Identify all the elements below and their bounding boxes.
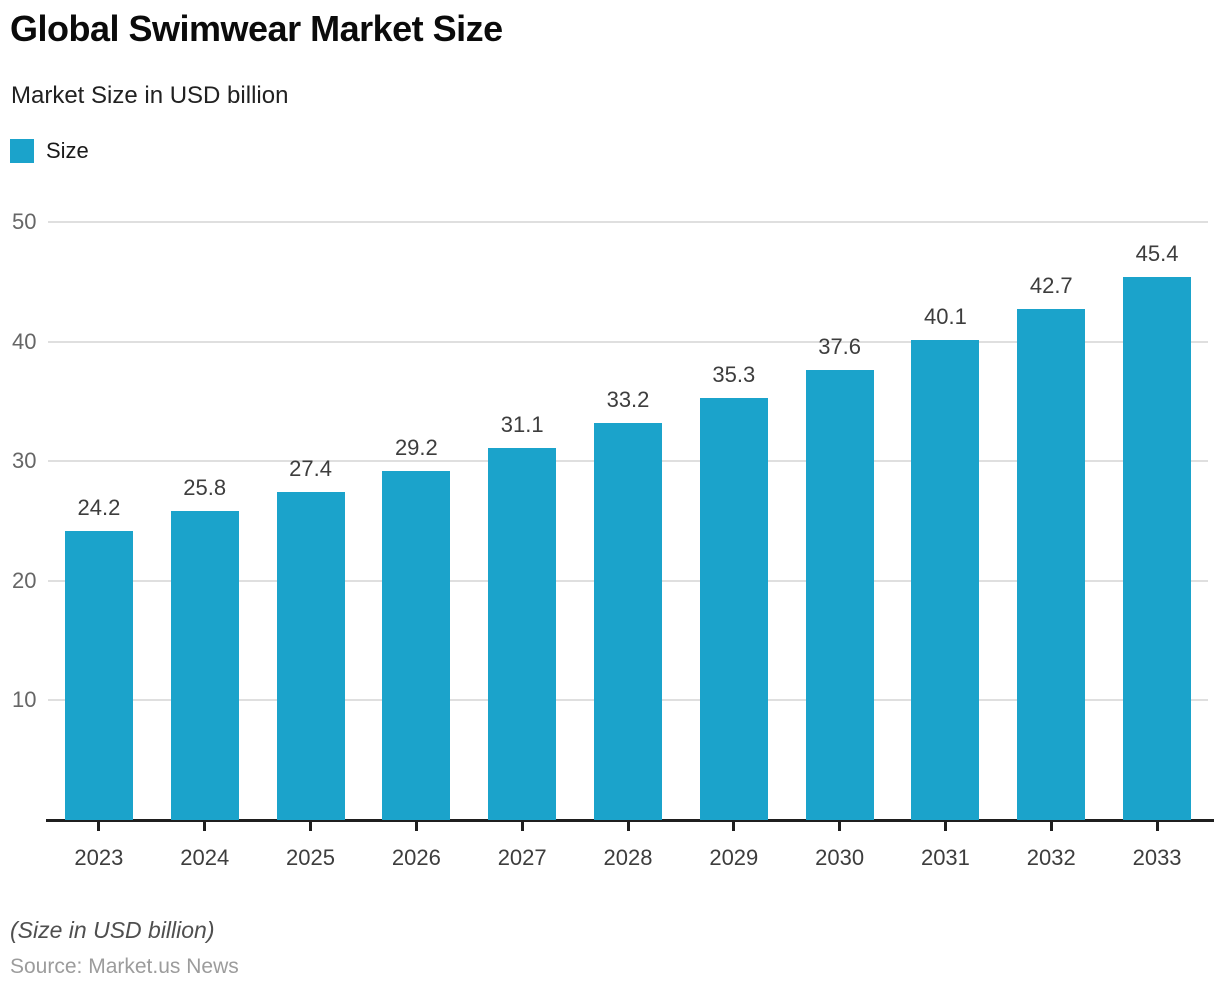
- bar-2027[interactable]: [488, 448, 557, 820]
- y-axis-tick-label: 20: [12, 567, 37, 593]
- source-credit: Source: Market.us News: [10, 955, 239, 978]
- bar-value-label: 27.4: [289, 456, 332, 482]
- bar-value-label: 45.4: [1135, 241, 1179, 267]
- bar-value-label: 35.3: [712, 361, 756, 387]
- x-axis-tick: [943, 822, 947, 831]
- chart-title: Global Swimwear Market Size: [10, 8, 503, 49]
- x-axis-line: [46, 819, 1214, 822]
- y-axis-tick-label: 40: [12, 328, 37, 354]
- x-axis-tick-label: 2026: [391, 845, 441, 870]
- bar-value-label: 42.7: [1029, 273, 1073, 299]
- bar-2026[interactable]: [382, 470, 451, 820]
- x-axis-tick: [97, 822, 101, 831]
- x-axis-tick-label: 2027: [497, 845, 547, 870]
- x-axis-tick-label: 2023: [74, 845, 124, 870]
- x-axis-tick: [626, 822, 630, 831]
- legend-swatch-icon: [10, 139, 34, 163]
- bar-2029[interactable]: [699, 397, 768, 820]
- x-axis-tick-label: 2032: [1026, 845, 1076, 870]
- x-axis-tick-label: 2028: [603, 845, 653, 870]
- x-axis-tick: [1049, 822, 1053, 831]
- bar-value-label: 40.1: [924, 304, 967, 330]
- bar-value-label: 33.2: [606, 386, 650, 412]
- legend-series-label: Size: [46, 138, 89, 163]
- x-axis-tick: [732, 822, 736, 831]
- bar-value-label: 29.2: [394, 434, 438, 460]
- x-axis-tick-label: 2031: [920, 845, 970, 870]
- x-axis-tick-label: 2033: [1132, 845, 1182, 870]
- x-axis-tick: [309, 822, 313, 831]
- bar-2030[interactable]: [805, 370, 874, 820]
- y-axis-tick-label: 50: [12, 209, 37, 234]
- chart-subtitle: Market Size in USD billion: [11, 82, 289, 109]
- x-axis-tick-label: 2025: [286, 845, 335, 870]
- x-axis-tick-label: 2024: [180, 845, 230, 870]
- units-note: (Size in USD billion): [10, 917, 215, 943]
- bar-value-label: 31.1: [500, 412, 544, 438]
- y-gridline: [48, 221, 1208, 223]
- bar-value-label: 25.8: [183, 475, 227, 501]
- y-gridline: [48, 340, 1208, 343]
- bar-2025[interactable]: [276, 492, 345, 820]
- bar-2032[interactable]: [1017, 309, 1086, 820]
- x-axis-tick-label: 2029: [709, 845, 759, 870]
- x-axis-tick: [520, 822, 524, 831]
- y-axis-tick-label: 30: [12, 448, 37, 474]
- bar-value-label: 37.6: [818, 334, 862, 360]
- x-axis-tick-label: 2030: [815, 845, 865, 870]
- x-axis-tick: [838, 822, 842, 831]
- legend[interactable]: Size: [10, 138, 89, 164]
- x-axis-tick: [414, 822, 418, 831]
- x-axis-tick: [1155, 822, 1159, 831]
- x-axis-tick: [203, 822, 207, 831]
- y-axis-tick-label: 10: [12, 687, 37, 713]
- bar-value-label: 24.2: [77, 494, 121, 520]
- bar-2033[interactable]: [1123, 277, 1192, 820]
- bar-2031[interactable]: [911, 340, 980, 820]
- bar-2023[interactable]: [64, 530, 133, 820]
- bar-2028[interactable]: [594, 422, 662, 820]
- bar-2024[interactable]: [170, 511, 239, 820]
